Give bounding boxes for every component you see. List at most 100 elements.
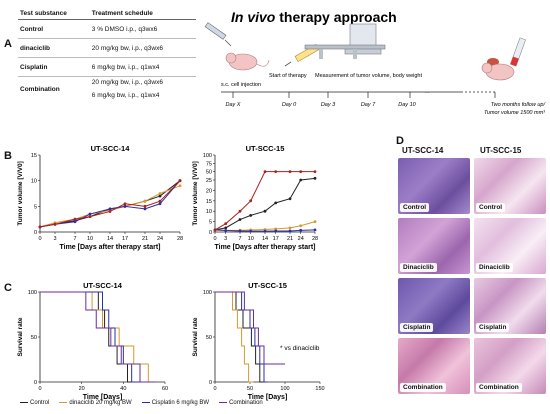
x-tick-label: 14 [262, 236, 268, 242]
data-point [313, 176, 317, 180]
table-header-schedule: Treatment schedule [89, 8, 196, 20]
y-tick-label: 0 [34, 380, 37, 386]
table-cell-substance: Cisplatin [18, 57, 90, 77]
data-point [224, 222, 228, 226]
histology-col-title: UT-SCC-15 [480, 146, 522, 155]
mouse-icon [225, 52, 270, 71]
y-tick-label: 25 [206, 178, 212, 184]
x-axis-label: Time [Days after therapy start] [59, 244, 160, 251]
survival-curve [215, 291, 285, 365]
chart-title: UT-SCC-15 [246, 144, 285, 153]
y-tick-label: 0 [209, 230, 212, 236]
data-point [299, 224, 303, 228]
x-tick-label: 24 [157, 236, 163, 242]
data-point [38, 225, 42, 229]
table-cell-schedule: 6 mg/kg bw, i.p., q1wx4 [89, 57, 196, 77]
x-tick-label: 20 [79, 386, 85, 392]
data-point [238, 218, 242, 221]
y-axis-label: Survival rate [17, 317, 24, 356]
panel-label-a: A [4, 38, 12, 50]
histology-tile-uts14-dinaciclib: Dinaciclib [398, 218, 470, 274]
y-tick-label: 100 [203, 290, 212, 296]
survival-curve [40, 291, 155, 383]
y-tick-label: 100 [203, 153, 212, 159]
x-tick-label: 40 [120, 386, 126, 392]
x-tick-label: 3 [224, 236, 227, 242]
x-tick-label: 10 [87, 236, 93, 242]
legend-swatch [20, 401, 28, 404]
x-tick-label: 28 [177, 236, 183, 242]
survival-curve [215, 291, 268, 383]
data-point [313, 170, 317, 174]
histology-tile-uts15-control: Control [474, 158, 546, 214]
x-tick-label: 50 [247, 386, 253, 392]
data-point [88, 215, 92, 219]
legend-item: Cisplatin 6 mg/kg BW [141, 400, 209, 406]
histology-tile-uts14-combination: Combination [398, 338, 470, 394]
ellipsis: ··· [424, 90, 430, 96]
y-tick-label: 100 [28, 290, 37, 296]
legend: Control dinaciclib 20 mg/kg BW Cisplatin… [20, 400, 263, 406]
y-tick-label: 15 [31, 153, 37, 159]
step-label: Start of therapy [269, 73, 307, 79]
data-point [108, 210, 112, 213]
step-label: s.c. cell injection [221, 82, 261, 88]
data-point [249, 199, 253, 203]
table-row: dinaciclib 20 mg/kg bw, i.p., q3wx6 [18, 38, 196, 58]
data-point [274, 170, 278, 174]
day-label: Day 10 [398, 102, 416, 108]
survival-curve [40, 291, 155, 383]
y-tick-label: 5 [209, 220, 212, 226]
histology-tile-uts14-cisplatin: Cisplatin [398, 278, 470, 334]
y-tick-label: 0 [34, 230, 37, 236]
x-axis-label: Time [Days] [83, 394, 123, 401]
y-axis-label: Tumor volume [V/V0] [192, 161, 199, 226]
survival-curve [40, 291, 155, 383]
data-point [263, 229, 267, 233]
therapy-timeline: In vivo therapy approach s.c. cell injec… [204, 9, 545, 116]
panel-label-c: C [4, 282, 12, 294]
day-label: Day 3 [321, 102, 336, 108]
syringe-icon [204, 22, 232, 47]
day-label: Day 7 [361, 102, 376, 108]
data-point [123, 202, 127, 206]
survival-curve [40, 291, 155, 383]
y-tick-label: 50 [206, 335, 212, 341]
data-point [288, 197, 292, 201]
table-cell-schedule: 3 % DMSO i.p., q3wx6 [89, 19, 196, 39]
data-point [178, 184, 182, 188]
survival-curve [215, 291, 254, 383]
y-tick-label: 0 [209, 380, 212, 386]
data-point [108, 207, 112, 211]
y-tick-label: 75 [206, 161, 212, 167]
x-tick-label: 21 [142, 236, 148, 242]
legend-swatch [141, 401, 150, 404]
data-point [288, 170, 292, 174]
x-axis-label: Time [Days] [248, 394, 288, 401]
schedule-line: 20 mg/kg bw, i.p., q3wx6 [91, 79, 163, 86]
data-point [143, 204, 147, 208]
y-axis-label: Tumor volume [V/V0] [17, 161, 24, 226]
table-cell-schedule: 20 mg/kg bw, i.p., q3wx6 [89, 38, 196, 58]
data-point [313, 228, 317, 232]
legend-swatch [59, 401, 68, 404]
table-cell-substance: dinaciclib [18, 38, 90, 58]
data-point [299, 228, 303, 232]
x-tick-label: 17 [273, 236, 279, 242]
treatment-table: Test substance Treatment schedule Contro… [18, 8, 196, 101]
data-point [224, 226, 228, 230]
end-label: Tumor volume 1500 mm³ [484, 110, 545, 116]
chart-annotation: * vs dinaciclib [280, 345, 320, 352]
x-tick-label: 17 [122, 236, 128, 242]
data-point [73, 217, 77, 221]
data-point [88, 212, 92, 216]
x-tick-label: 14 [107, 236, 113, 242]
data-point [213, 228, 217, 232]
x-tick-label: 0 [213, 386, 216, 392]
data-point [158, 192, 162, 195]
table-row: Cisplatin 6 mg/kg bw, i.p., q1wx4 [18, 57, 196, 77]
series-line [214, 177, 316, 231]
data-point [158, 199, 162, 203]
day-label: Day 0 [282, 102, 297, 108]
caliper-icon [304, 44, 386, 59]
